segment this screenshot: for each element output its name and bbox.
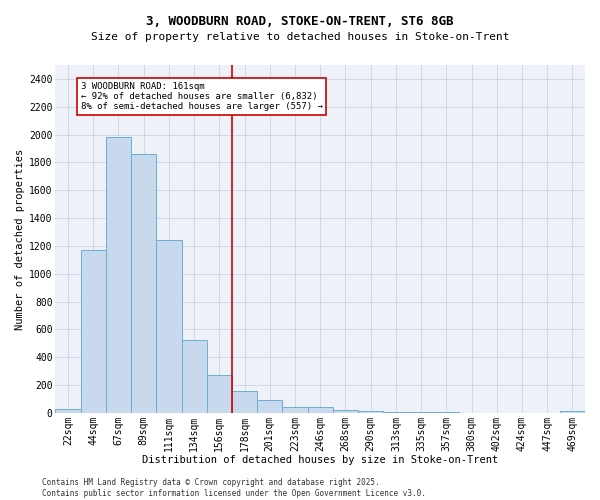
Bar [106, 138, 131, 413]
Bar [283, 406, 308, 413]
Bar [308, 407, 333, 413]
X-axis label: Distribution of detached houses by size in Stoke-on-Trent: Distribution of detached houses by size … [142, 455, 499, 465]
Text: 3, WOODBURN ROAD, STOKE-ON-TRENT, ST6 8GB: 3, WOODBURN ROAD, STOKE-ON-TRENT, ST6 8G… [146, 15, 454, 28]
Bar [182, 340, 207, 413]
Text: Contains HM Land Registry data © Crown copyright and database right 2025.
Contai: Contains HM Land Registry data © Crown c… [42, 478, 426, 498]
Text: Size of property relative to detached houses in Stoke-on-Trent: Size of property relative to detached ho… [91, 32, 509, 42]
Bar [358, 412, 383, 413]
Bar [560, 410, 585, 413]
Bar [333, 410, 358, 413]
Bar [383, 412, 409, 413]
Text: 3 WOODBURN ROAD: 161sqm
← 92% of detached houses are smaller (6,832)
8% of semi-: 3 WOODBURN ROAD: 161sqm ← 92% of detache… [80, 82, 323, 112]
Bar [257, 400, 283, 413]
Bar [80, 250, 106, 413]
Bar [207, 374, 232, 413]
Bar [131, 154, 157, 413]
Y-axis label: Number of detached properties: Number of detached properties [15, 148, 25, 330]
Bar [232, 391, 257, 413]
Bar [157, 240, 182, 413]
Bar [55, 409, 80, 413]
